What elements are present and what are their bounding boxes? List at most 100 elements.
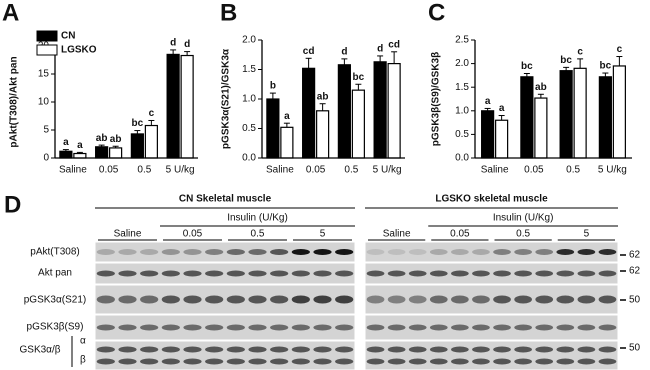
significance-label: d xyxy=(341,47,347,58)
bar xyxy=(280,126,294,159)
blot-band xyxy=(291,324,310,331)
blot-band xyxy=(451,324,469,331)
blot-band xyxy=(408,249,427,255)
blot-band xyxy=(493,295,511,304)
blot-band xyxy=(366,295,385,304)
isoform-label: β xyxy=(80,355,86,366)
panel-letter: C xyxy=(428,0,445,26)
blot-band xyxy=(183,270,202,277)
blot-band xyxy=(96,295,115,304)
blot-band xyxy=(387,295,406,304)
significance-label: ab xyxy=(535,82,547,93)
significance-label: bc xyxy=(560,55,572,66)
blot-band xyxy=(140,358,159,365)
dose-label: 0.05 xyxy=(183,229,203,240)
blot-band xyxy=(472,295,490,304)
blot-band xyxy=(335,324,354,331)
panel-letter: A xyxy=(2,0,19,26)
blot-band xyxy=(140,295,159,304)
dose-label: Saline xyxy=(383,229,411,240)
blot-band xyxy=(291,249,310,255)
significance-label: d xyxy=(184,39,190,50)
blot-band xyxy=(556,358,575,365)
blot-band xyxy=(161,270,180,277)
blot-band xyxy=(118,324,137,331)
blot-strip xyxy=(364,241,619,263)
blot-band xyxy=(226,295,245,304)
blot-band xyxy=(291,358,310,365)
blot-band xyxy=(556,346,575,353)
bar xyxy=(59,150,73,159)
significance-label: ab xyxy=(96,133,108,144)
significance-label: a xyxy=(499,103,505,114)
blot-band xyxy=(270,324,289,331)
x-tick-label: 0.5 xyxy=(344,165,358,176)
blot-band xyxy=(313,295,332,304)
blot-band xyxy=(451,346,469,353)
blot-band xyxy=(472,358,490,365)
blot-band xyxy=(429,249,448,255)
y-tick-label: 1.5 xyxy=(455,82,469,93)
blot-band xyxy=(291,346,310,353)
blot-band xyxy=(408,358,427,365)
y-axis-label: pGSK3α(S21)/GSK3α xyxy=(221,48,232,149)
blot-band xyxy=(183,249,202,255)
significance-label: bc xyxy=(600,61,612,72)
blot-band xyxy=(96,270,115,277)
row-label: GSK3α/β xyxy=(20,345,61,356)
blot-band xyxy=(387,358,406,365)
blot-band xyxy=(118,295,137,304)
blot-band xyxy=(387,249,406,255)
bar xyxy=(559,70,573,159)
bar xyxy=(534,97,548,159)
y-tick-label: 0.0 xyxy=(242,153,256,164)
blot-band xyxy=(535,324,554,331)
blot-band xyxy=(335,346,354,353)
blot-band xyxy=(291,270,310,277)
blot-band xyxy=(387,270,406,277)
blot-band xyxy=(248,295,267,304)
blot-band xyxy=(451,358,469,365)
blot-strip xyxy=(364,284,619,315)
blot-band xyxy=(161,249,180,255)
significance-label: cd xyxy=(388,39,400,50)
blot-band xyxy=(226,358,245,365)
blot-band xyxy=(598,270,617,277)
blot-band xyxy=(366,324,385,331)
marker-label: 62 xyxy=(629,250,641,261)
bar xyxy=(598,76,612,159)
blot-band xyxy=(183,358,202,365)
blot-band xyxy=(161,358,180,365)
blot-band xyxy=(514,324,532,331)
significance-label: bc xyxy=(132,118,144,129)
row-label: pGSK3α(S21) xyxy=(24,295,86,306)
significance-label: ab xyxy=(110,134,122,145)
blot-band xyxy=(140,346,159,353)
blot-band xyxy=(248,358,267,365)
blot-band xyxy=(598,249,617,255)
x-tick-label: 0.05 xyxy=(524,165,544,176)
blot-band xyxy=(118,249,137,255)
y-axis-label: pGSK3β(S9)/GSK3β xyxy=(431,52,442,146)
significance-label: c xyxy=(149,108,155,119)
blot-band xyxy=(387,324,406,331)
blot-band xyxy=(291,295,310,304)
significance-label: bc xyxy=(521,61,533,72)
blot-band xyxy=(451,295,469,304)
blot-band xyxy=(248,270,267,277)
blot-band xyxy=(451,249,469,255)
blot-band xyxy=(366,249,385,255)
dose-label: 0.05 xyxy=(450,229,470,240)
y-tick-label: 2.0 xyxy=(242,35,256,46)
blot-band xyxy=(598,324,617,331)
y-tick-label: 1.0 xyxy=(455,105,469,116)
blot-band xyxy=(577,346,596,353)
blot-band xyxy=(429,346,448,353)
blot-band xyxy=(270,358,289,365)
blot-band xyxy=(535,358,554,365)
blot-strip xyxy=(94,314,356,341)
blot-band xyxy=(429,270,448,277)
significance-label: bc xyxy=(353,72,365,83)
marker-label: 50 xyxy=(629,343,641,354)
bar xyxy=(166,53,180,159)
